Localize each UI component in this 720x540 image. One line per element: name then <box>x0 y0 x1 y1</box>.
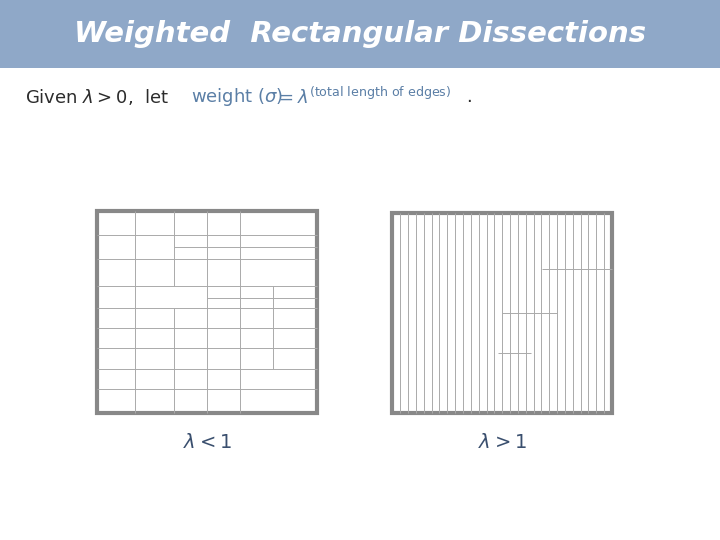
Text: Weighted  Rectangular Dissections: Weighted Rectangular Dissections <box>74 20 646 48</box>
Bar <box>0 0 720 68</box>
Text: $\lambda < 1$: $\lambda < 1$ <box>182 433 232 453</box>
Text: .: . <box>467 88 472 106</box>
Bar <box>97 211 317 413</box>
Text: Given $\lambda > 0$,  let: Given $\lambda > 0$, let <box>25 87 169 107</box>
Text: $= \lambda^{\sf{(total\ length\ of\ edges)}}$: $= \lambda^{\sf{(total\ length\ of\ edge… <box>275 86 451 108</box>
Text: weight $(\sigma)$: weight $(\sigma)$ <box>191 86 283 108</box>
Bar <box>392 213 612 413</box>
Text: $\lambda > 1$: $\lambda > 1$ <box>477 433 527 453</box>
